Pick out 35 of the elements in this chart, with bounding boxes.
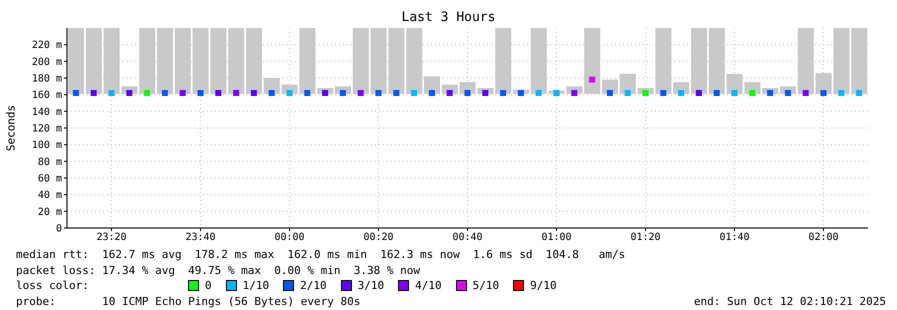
x-tick-label: 00:20 — [363, 232, 394, 244]
y-tick-label: 20 m — [38, 206, 62, 218]
legend-label: 2/10 — [299, 278, 327, 294]
text: end: Sun Oct 12 02:10:21 2025 — [694, 294, 886, 309]
y-tick-label: 220 m — [32, 40, 62, 52]
x-tick-label: 00:00 — [274, 232, 305, 244]
legend-label: 9/10 — [529, 278, 557, 294]
y-tick-label: 140 m — [32, 106, 62, 118]
legend-label: 1/10 — [242, 278, 270, 294]
legend-label: 5/10 — [472, 278, 500, 294]
y-tick-label: 100 m — [32, 140, 62, 152]
text: packet loss: 17.34 % avg 49.75 % max 0.00 % min 3.38 % now — [16, 262, 421, 278]
legend-label: 0 — [204, 278, 212, 294]
legend-label: 3/10 — [356, 278, 384, 294]
y-tick-label: 160 m — [32, 90, 62, 102]
x-tick-label: 01:00 — [541, 232, 572, 244]
chart-title: Last 3 Hours — [400, 10, 496, 25]
y-tick-label: 200 m — [32, 56, 62, 68]
text: median rtt: 162.7 ms avg 178.2 ms max 162.0 ms min 162.3 ms now 1.6 ms sd 104.8 am/s — [16, 247, 626, 262]
x-tick-label: 00:40 — [452, 232, 483, 244]
x-tick-label: 23:20 — [96, 232, 127, 244]
y-axis-title: Seconds — [4, 104, 18, 152]
y-tick-label: 120 m — [32, 124, 62, 135]
y-tick-label: 180 m — [32, 74, 62, 85]
y-tick-label: 80 m — [38, 156, 62, 168]
x-tick-label: 01:20 — [630, 232, 661, 244]
x-tick-label: 23:40 — [185, 232, 216, 244]
x-tick-label: 01:40 — [719, 232, 750, 244]
legend-title: loss color: — [16, 278, 90, 294]
x-tick-label: 02:00 — [808, 232, 839, 244]
y-tick-label: 0 — [56, 224, 62, 235]
legend-label: 4/10 — [414, 278, 442, 294]
y-tick-label: 40 m — [38, 190, 62, 202]
text: probe: 10 ICMP Echo Pings (56 Bytes) every 80s — [16, 294, 360, 309]
y-tick-label: 60 m — [38, 174, 62, 185]
